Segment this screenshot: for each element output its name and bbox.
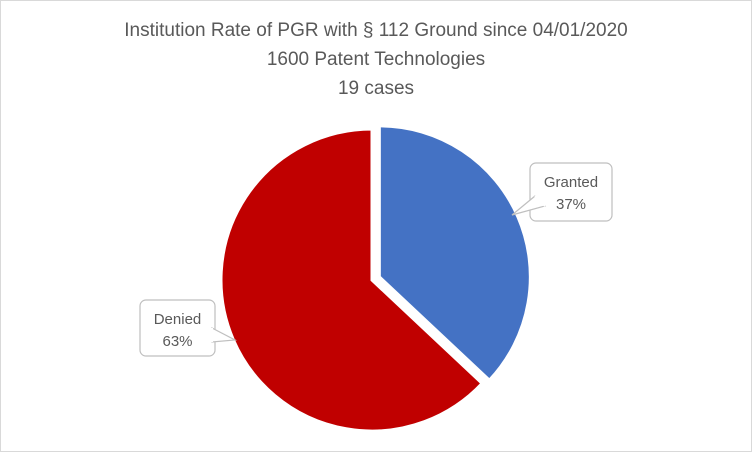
data-label-granted: Granted 37% — [512, 163, 612, 221]
data-label-denied: Denied 63% — [140, 300, 235, 356]
data-label-category: Denied — [154, 311, 202, 328]
data-label-percent: 63% — [162, 333, 192, 350]
data-label-category: Granted — [544, 174, 598, 191]
data-label-percent: 37% — [556, 196, 586, 213]
